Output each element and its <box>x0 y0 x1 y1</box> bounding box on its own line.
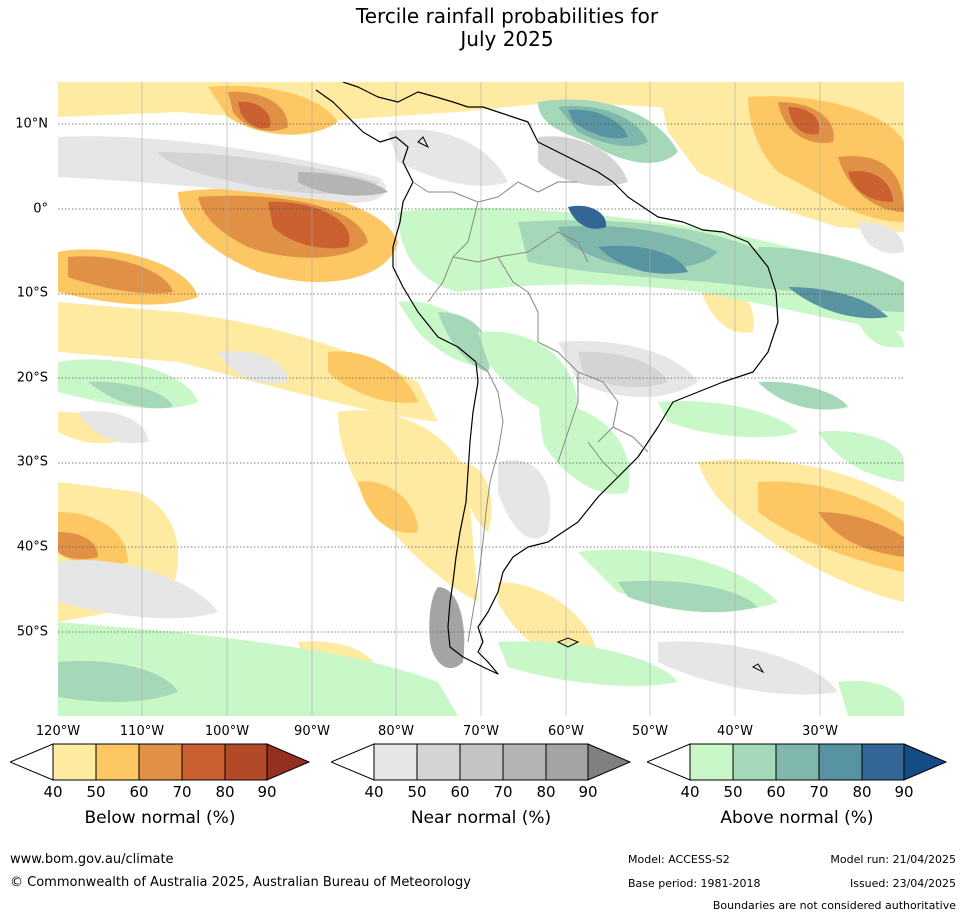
above-swatch-50-60 <box>732 743 777 781</box>
above-swatch-80-90 <box>861 743 905 781</box>
colorbar-near-normal <box>329 743 632 785</box>
lon-label-30w: 30°W <box>802 724 838 739</box>
below-swatch-80-90 <box>224 743 268 781</box>
islands <box>417 136 765 674</box>
near-normal-title: Near normal (%) <box>410 808 552 828</box>
below-swatch-under <box>8 743 54 781</box>
country-borders <box>412 181 649 643</box>
gridlines <box>58 123 904 633</box>
lon-label-100w: 100°W <box>204 724 250 739</box>
lon-label-110w: 110°W <box>119 724 165 739</box>
below-swatch-70-80 <box>181 743 226 781</box>
lat-label-30s: 30°S <box>16 454 48 470</box>
meridians <box>141 82 821 716</box>
website-link[interactable]: www.bom.gov.au/climate <box>10 852 174 867</box>
below-tick-40: 40 <box>43 783 63 801</box>
above-tick-90: 90 <box>894 783 914 801</box>
below-swatch-40-50 <box>52 743 97 781</box>
lat-label-50s: 50°S <box>16 624 48 640</box>
lon-label-50w: 50°W <box>632 724 668 739</box>
below-tick-70: 70 <box>172 783 192 801</box>
below-tick-60: 60 <box>129 783 149 801</box>
above-normal-patches <box>58 99 904 716</box>
above-swatch-under <box>645 743 691 781</box>
near-tick-90: 90 <box>578 783 598 801</box>
near-swatch-over <box>587 743 632 781</box>
lon-label-70w: 70°W <box>463 724 499 739</box>
near-swatch-80-90 <box>545 743 589 781</box>
lat-label-10s: 10°S <box>16 285 48 301</box>
above-tick-80: 80 <box>852 783 872 801</box>
near-tick-50: 50 <box>407 783 427 801</box>
lon-label-60w: 60°W <box>548 724 584 739</box>
near-tick-80: 80 <box>536 783 556 801</box>
south-america-coastline <box>315 82 779 675</box>
near-tick-70: 70 <box>493 783 513 801</box>
near-swatch-40-50 <box>373 743 418 781</box>
colorbar-above-normal <box>645 743 948 785</box>
above-swatch-70-80 <box>818 743 863 781</box>
below-swatch-over <box>266 743 311 781</box>
below-normal-title: Below normal (%) <box>84 808 236 828</box>
above-normal-title: Above normal (%) <box>720 808 874 828</box>
title-line-1: Tercile rainfall probabilities for <box>355 4 659 28</box>
lat-label-20s: 20°S <box>16 370 48 386</box>
near-tick-40: 40 <box>364 783 384 801</box>
near-swatch-60-70 <box>459 743 504 781</box>
below-tick-90: 90 <box>257 783 277 801</box>
lon-label-40w: 40°W <box>717 724 753 739</box>
below-swatch-50-60 <box>95 743 140 781</box>
above-tick-40: 40 <box>680 783 700 801</box>
lat-label-10n: 10°N <box>15 116 48 132</box>
probability-map <box>58 82 904 716</box>
lat-label-0: 0° <box>33 201 48 217</box>
above-swatch-over <box>903 743 948 781</box>
title-line-2: July 2025 <box>460 27 554 51</box>
below-tick-50: 50 <box>86 783 106 801</box>
above-swatch-60-70 <box>775 743 820 781</box>
near-swatch-under <box>329 743 375 781</box>
near-swatch-50-60 <box>416 743 461 781</box>
boundaries-disclaimer: Boundaries are not considered authoritat… <box>712 899 956 912</box>
base-period: Base period: 1981-2018 <box>628 877 761 890</box>
model-run-date: Model run: 21/04/2025 <box>830 853 956 866</box>
below-swatch-60-70 <box>138 743 183 781</box>
lon-label-90w: 90°W <box>294 724 330 739</box>
colorbar-below-normal <box>8 743 311 785</box>
above-swatch-40-50 <box>689 743 734 781</box>
model-name: Model: ACCESS-S2 <box>628 853 730 866</box>
lon-label-80w: 80°W <box>378 724 414 739</box>
map-title: Tercile rainfall probabilities for July … <box>0 5 965 51</box>
issued-date: Issued: 23/04/2025 <box>849 877 956 890</box>
above-tick-70: 70 <box>809 783 829 801</box>
above-tick-50: 50 <box>723 783 743 801</box>
above-tick-60: 60 <box>766 783 786 801</box>
copyright-text: © Commonwealth of Australia 2025, Austra… <box>10 875 471 890</box>
near-tick-60: 60 <box>450 783 470 801</box>
below-tick-80: 80 <box>215 783 235 801</box>
near-swatch-70-80 <box>502 743 547 781</box>
lat-label-40s: 40°S <box>16 539 48 555</box>
lon-label-120w: 120°W <box>35 724 81 739</box>
